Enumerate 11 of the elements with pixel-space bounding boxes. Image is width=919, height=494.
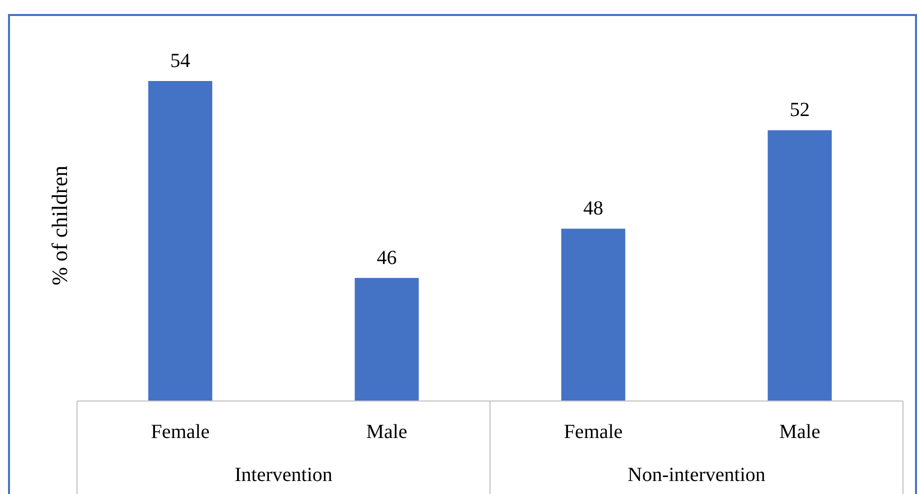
text: Intervention — [234, 464, 332, 486]
data-label: 52 — [790, 99, 810, 122]
text: Non-intervention — [628, 464, 766, 486]
x-tick-label: Female — [150, 421, 210, 443]
data-label: 46 — [376, 246, 397, 269]
x-tick-label: Female — [564, 421, 623, 443]
data-label: 48 — [583, 198, 604, 220]
data-label: 54 — [170, 50, 190, 72]
y-axis-title: % of children — [47, 166, 72, 286]
x-tick-label: Male — [779, 421, 820, 443]
x-tick-label: Male — [366, 421, 408, 443]
